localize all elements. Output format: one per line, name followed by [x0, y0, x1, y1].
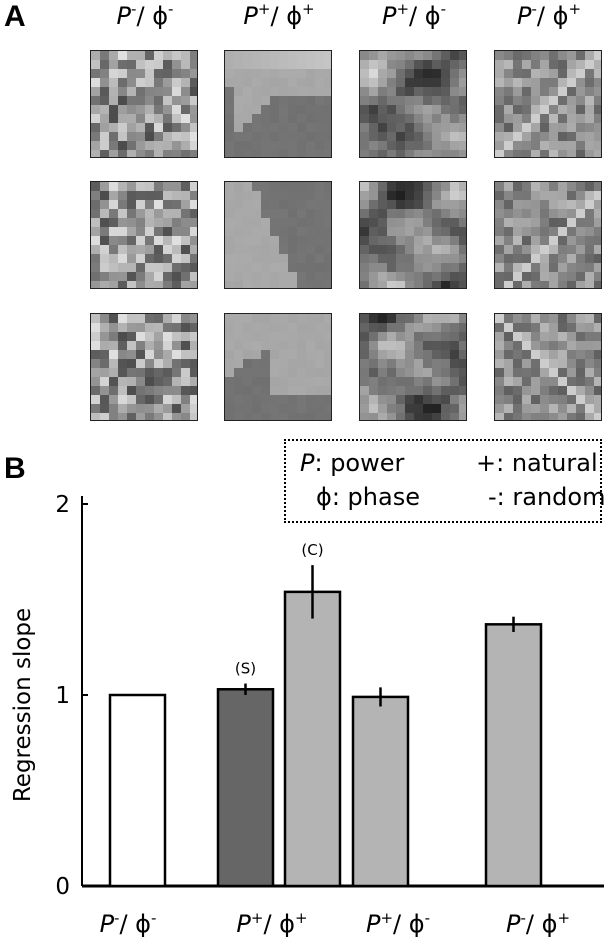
column-label-p-minus-phi-minus: P-/ ϕ-: [116, 0, 174, 30]
stimulus-tile-power-natural-phase-random-2: [359, 181, 467, 289]
stimulus-tile-natural-smooth-1: [224, 50, 332, 158]
stimulus-tile-random-noise-3: [90, 313, 198, 421]
y-tick-label-0: 0: [55, 874, 70, 900]
panel-a-letter: A: [4, 0, 26, 33]
panel-b-letter: B: [4, 452, 26, 485]
legend-natural: +: natural: [476, 449, 598, 477]
stimulus-tile-natural-smooth-3: [224, 313, 332, 421]
stimulus-tile-random-noise-1: [90, 50, 198, 158]
x-tick-label-1: P-/ ϕ-: [100, 909, 157, 938]
stimulus-tile-phase-natural-power-random-2: [494, 181, 602, 289]
stimulus-tile-random-noise-2: [90, 181, 198, 289]
y-tick-label-1: 1: [55, 683, 70, 709]
x-tick-label-3: P+/ ϕ-: [366, 909, 430, 938]
y-tick-label-2: 2: [55, 492, 70, 518]
regression-slope-bar-chart: 0 1 2 Regression slope (S) (C) P-/ ϕ- P+/ ϕ+ P+/…: [10, 492, 604, 938]
y-axis-label: Regression slope: [10, 608, 36, 802]
bar-annotation-2: (S): [235, 660, 256, 678]
stimulus-tile-power-natural-phase-random-1: [359, 50, 467, 158]
bar-4: [351, 695, 410, 888]
x-tick-label-4: P-/ ϕ+: [506, 909, 570, 938]
column-label-p-plus-phi-minus: P+/ ϕ-: [381, 0, 447, 30]
bar-1: [108, 693, 167, 888]
bar-5: [484, 623, 543, 888]
legend-random: -: random: [488, 483, 606, 511]
stimulus-tile-phase-natural-power-random-3: [494, 313, 602, 421]
legend-phase: ϕ: phase: [316, 483, 420, 511]
column-label-p-minus-phi-plus: P-/ ϕ+: [516, 0, 582, 30]
stimulus-tile-power-natural-phase-random-3: [359, 313, 467, 421]
bar-annotation-3: (C): [301, 541, 323, 559]
stimulus-tile-natural-smooth-2: [224, 181, 332, 289]
chart-legend: P: power +: natural ϕ: phase -: random: [284, 439, 606, 523]
x-tick-label-2: P+/ ϕ+: [236, 909, 307, 938]
stimulus-tile-phase-natural-power-random-1: [494, 50, 602, 158]
bar-2: [216, 688, 275, 888]
legend-power: P: power: [300, 449, 405, 477]
bar-3: [283, 590, 342, 888]
column-label-p-plus-phi-plus: P+/ ϕ+: [243, 0, 315, 30]
